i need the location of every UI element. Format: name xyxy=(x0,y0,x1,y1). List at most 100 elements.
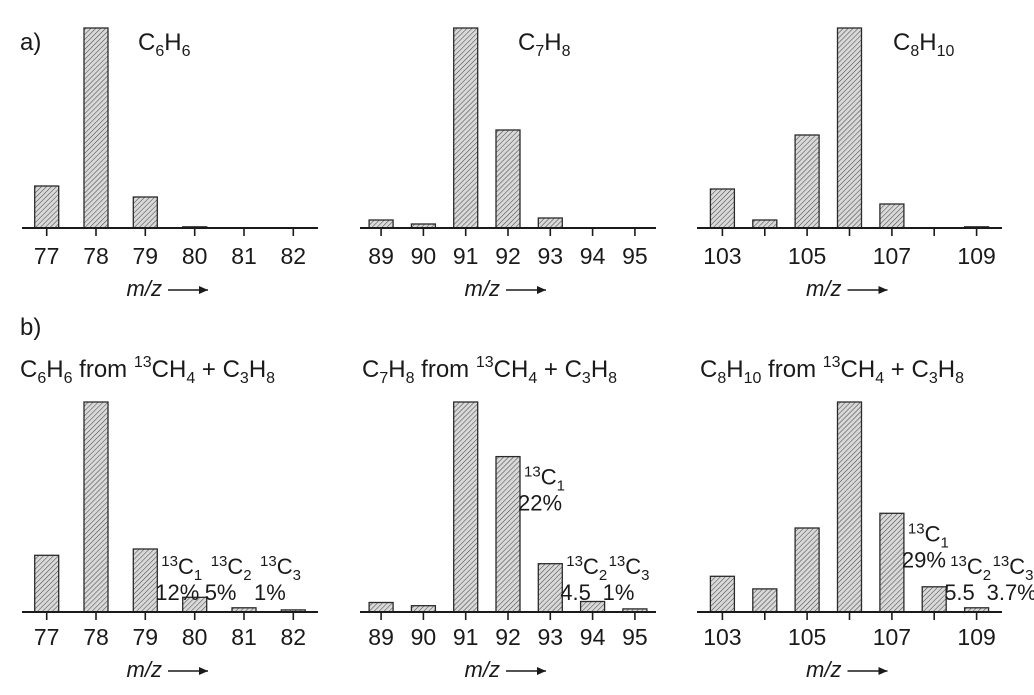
bar-78 xyxy=(83,401,109,613)
chart-a-1: 89 90 91 92 93 94 95 m/z C7H8 xyxy=(360,27,656,301)
reactant-propane-c: C xyxy=(565,356,582,383)
x-axis-label: m/z xyxy=(806,276,841,301)
formula-subscript: 3 xyxy=(240,370,249,387)
bar-104 xyxy=(752,588,778,613)
formula-element-c: C xyxy=(138,29,155,56)
isotope-superscript: 13 xyxy=(609,553,626,570)
formula-element-h: H xyxy=(544,29,561,56)
tick-label-93: 93 xyxy=(538,624,564,650)
isotope-label-C3: 13C3 xyxy=(609,553,650,584)
formula-element-h: H xyxy=(388,356,405,383)
isotope-percent: 22% xyxy=(518,491,562,516)
x-axis-arrow-head xyxy=(537,667,546,675)
isotope-superscript: 13 xyxy=(993,553,1010,570)
bar-77 xyxy=(34,185,60,229)
bar-105 xyxy=(794,134,820,229)
formula-subscript: 4 xyxy=(186,370,195,387)
isotope-superscript: 13 xyxy=(908,520,925,537)
reactant-methane: CH xyxy=(152,356,187,383)
isotope-percent: 1% xyxy=(603,580,635,605)
from-word: from xyxy=(761,356,822,383)
tick-label-94: 94 xyxy=(580,624,606,650)
bar-105 xyxy=(794,527,820,613)
reactant-propane-h: H xyxy=(591,356,608,383)
from-word: from xyxy=(415,356,476,383)
x-axis-label: m/z xyxy=(127,657,162,682)
formula-subscript: 4 xyxy=(875,370,884,387)
isotope-subscript: 3 xyxy=(641,567,649,584)
formula-element-c: C xyxy=(700,356,717,383)
bar-108 xyxy=(921,586,947,613)
formula-subscript: 10 xyxy=(744,370,762,387)
isotope-superscript: 13 xyxy=(211,553,228,570)
isotope-subscript: 3 xyxy=(1025,567,1033,584)
formula-element-c: C xyxy=(20,356,37,383)
formula-subscript: 6 xyxy=(37,370,46,387)
tick-label-81: 81 xyxy=(231,624,257,650)
isotope-superscript: 13 xyxy=(476,354,494,371)
formula-subscript: 8 xyxy=(562,43,571,60)
bar-92 xyxy=(495,455,521,613)
formula-subscript: 6 xyxy=(182,43,191,60)
isotope-label-C1: 13C1 xyxy=(908,520,949,551)
formula-subscript: 8 xyxy=(910,43,919,60)
isotope-label-C3: 13C3 xyxy=(993,553,1034,584)
tick-label-93: 93 xyxy=(538,243,564,269)
tick-label-91: 91 xyxy=(453,624,479,650)
tick-label-80: 80 xyxy=(182,243,208,269)
reactant-methane: CH xyxy=(494,356,529,383)
plus-sign: + xyxy=(884,356,911,383)
isotope-subscript: 3 xyxy=(293,567,301,584)
chart-title: C7H8 xyxy=(518,29,571,60)
bar-79 xyxy=(132,196,158,229)
tick-label-90: 90 xyxy=(411,624,437,650)
tick-label-109: 109 xyxy=(957,243,995,269)
tick-label-82: 82 xyxy=(281,624,307,650)
bar-103 xyxy=(709,188,736,229)
isotope-superscript: 13 xyxy=(161,553,178,570)
isotope-superscript: 13 xyxy=(950,553,967,570)
isotope-superscript: 13 xyxy=(260,553,277,570)
panel-b-label: b) xyxy=(20,314,41,341)
formula-subscript: 4 xyxy=(528,370,537,387)
tick-label-77: 77 xyxy=(34,243,60,269)
tick-label-79: 79 xyxy=(133,624,159,650)
isotope-subscript: 2 xyxy=(983,567,991,584)
tick-label-78: 78 xyxy=(83,243,109,269)
chart-title: C8H10 xyxy=(893,29,954,60)
formula-subscript: 3 xyxy=(929,370,938,387)
x-axis-label: m/z xyxy=(465,276,500,301)
isotope-percent: 5.5 xyxy=(944,580,975,605)
isotope-subscript: 1 xyxy=(940,534,948,551)
tick-label-107: 107 xyxy=(873,243,911,269)
x-axis-arrow-head xyxy=(878,667,888,675)
formula-subscript: 10 xyxy=(937,43,955,60)
isotope-subscript: 2 xyxy=(599,567,607,584)
reactant-propane-h: H xyxy=(938,356,955,383)
tick-label-91: 91 xyxy=(453,243,479,269)
tick-label-107: 107 xyxy=(873,624,911,650)
reactant-propane-c: C xyxy=(223,356,240,383)
formula-subscript: 8 xyxy=(266,370,275,387)
x-axis-arrow-head xyxy=(199,286,208,294)
tick-label-109: 109 xyxy=(957,624,995,650)
isotope-element: C xyxy=(625,554,641,579)
isotope-percent: 3.7% xyxy=(987,580,1034,605)
formula-element-c: C xyxy=(518,29,535,56)
isotope-subscript: 2 xyxy=(243,567,251,584)
bar-106 xyxy=(836,401,863,613)
tick-label-105: 105 xyxy=(788,243,826,269)
formula-subscript: 3 xyxy=(582,370,591,387)
formula-subscript: 6 xyxy=(155,43,164,60)
bar-93 xyxy=(537,563,563,613)
formula-element-h: H xyxy=(919,29,936,56)
x-axis-arrow-head xyxy=(537,286,546,294)
tick-label-81: 81 xyxy=(231,243,257,269)
tick-label-89: 89 xyxy=(368,624,394,650)
x-axis-arrow-head xyxy=(878,286,888,294)
